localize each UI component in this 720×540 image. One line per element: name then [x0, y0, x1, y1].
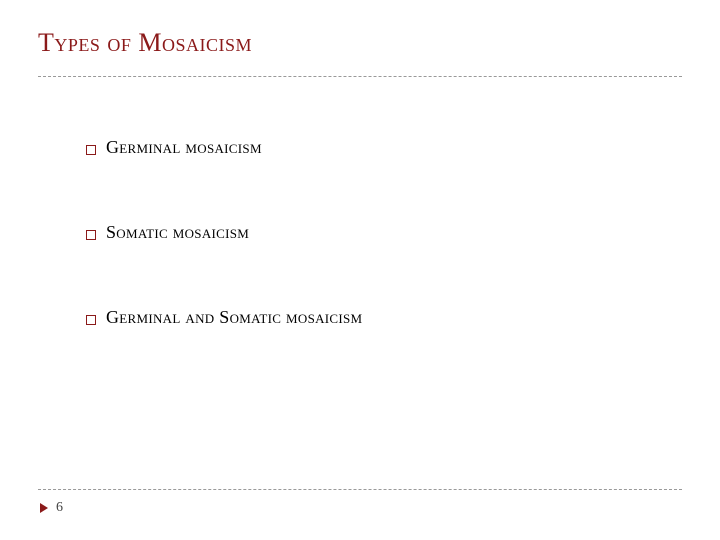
slide-title: Types of Mosaicism: [38, 28, 682, 58]
page-number: 6: [56, 500, 63, 516]
page-arrow-icon: [40, 503, 48, 513]
square-bullet-icon: [86, 315, 96, 325]
bullet-item: Germinal and Somatic mosaicism: [86, 307, 682, 328]
bullet-item: Germinal mosaicism: [86, 137, 682, 158]
slide-container: Types of Mosaicism Germinal mosaicism So…: [0, 0, 720, 540]
content-area: Germinal mosaicism Somatic mosaicism Ger…: [38, 137, 682, 328]
square-bullet-icon: [86, 145, 96, 155]
divider-bottom: [38, 489, 682, 490]
square-bullet-icon: [86, 230, 96, 240]
bullet-label: Germinal mosaicism: [106, 137, 262, 158]
footer: 6: [38, 489, 682, 516]
page-number-row: 6: [38, 500, 682, 516]
divider-top: [38, 76, 682, 77]
bullet-label: Somatic mosaicism: [106, 222, 249, 243]
bullet-label: Germinal and Somatic mosaicism: [106, 307, 362, 328]
bullet-item: Somatic mosaicism: [86, 222, 682, 243]
